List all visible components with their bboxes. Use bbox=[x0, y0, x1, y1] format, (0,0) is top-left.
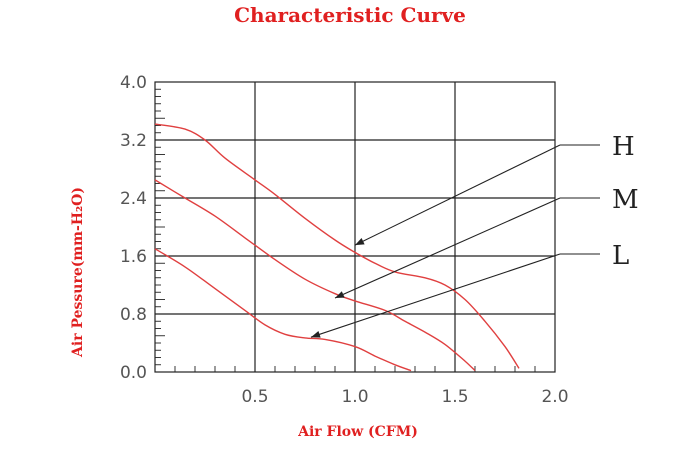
x-tick-label: 1.5 bbox=[441, 387, 468, 407]
y-axis-label: Air Pessure(mm-H₂O) bbox=[70, 187, 86, 358]
y-tick-label: 1.6 bbox=[120, 247, 147, 267]
curve-layer bbox=[154, 123, 520, 372]
chart-title: Characteristic Curve bbox=[234, 3, 466, 27]
curve-m bbox=[154, 179, 476, 372]
curve-label-m: M bbox=[612, 185, 639, 215]
x-tick-label: 1.0 bbox=[341, 387, 368, 407]
y-tick-label: 3.2 bbox=[120, 131, 147, 151]
minor-tick-layer bbox=[155, 88, 536, 372]
x-tick-label: 0.5 bbox=[241, 387, 268, 407]
arrowhead-m bbox=[335, 291, 345, 299]
arrowhead-l bbox=[311, 331, 321, 338]
leader-line-h bbox=[354, 144, 561, 246]
y-tick-label: 2.4 bbox=[120, 189, 147, 209]
annotation-layer: HML bbox=[310, 132, 639, 338]
y-tick-label: 0.8 bbox=[120, 305, 147, 325]
x-tick-labels: 0.5 1.0 1.5 2.0 bbox=[241, 387, 568, 407]
x-tick-label: 2.0 bbox=[541, 387, 568, 407]
y-tick-label: 4.0 bbox=[120, 73, 147, 93]
curve-l bbox=[154, 248, 412, 372]
curve-h bbox=[154, 123, 520, 369]
curve-label-l: L bbox=[612, 241, 629, 271]
curve-label-h: H bbox=[612, 132, 635, 162]
y-tick-label: 0.0 bbox=[120, 363, 147, 383]
x-axis-label: Air Flow (CFM) bbox=[297, 424, 418, 440]
leader-line-l bbox=[310, 253, 561, 338]
arrowhead-h bbox=[355, 238, 365, 246]
leader-line-m bbox=[334, 197, 561, 299]
y-tick-labels: 0.0 0.8 1.6 2.4 3.2 4.0 bbox=[120, 73, 147, 383]
